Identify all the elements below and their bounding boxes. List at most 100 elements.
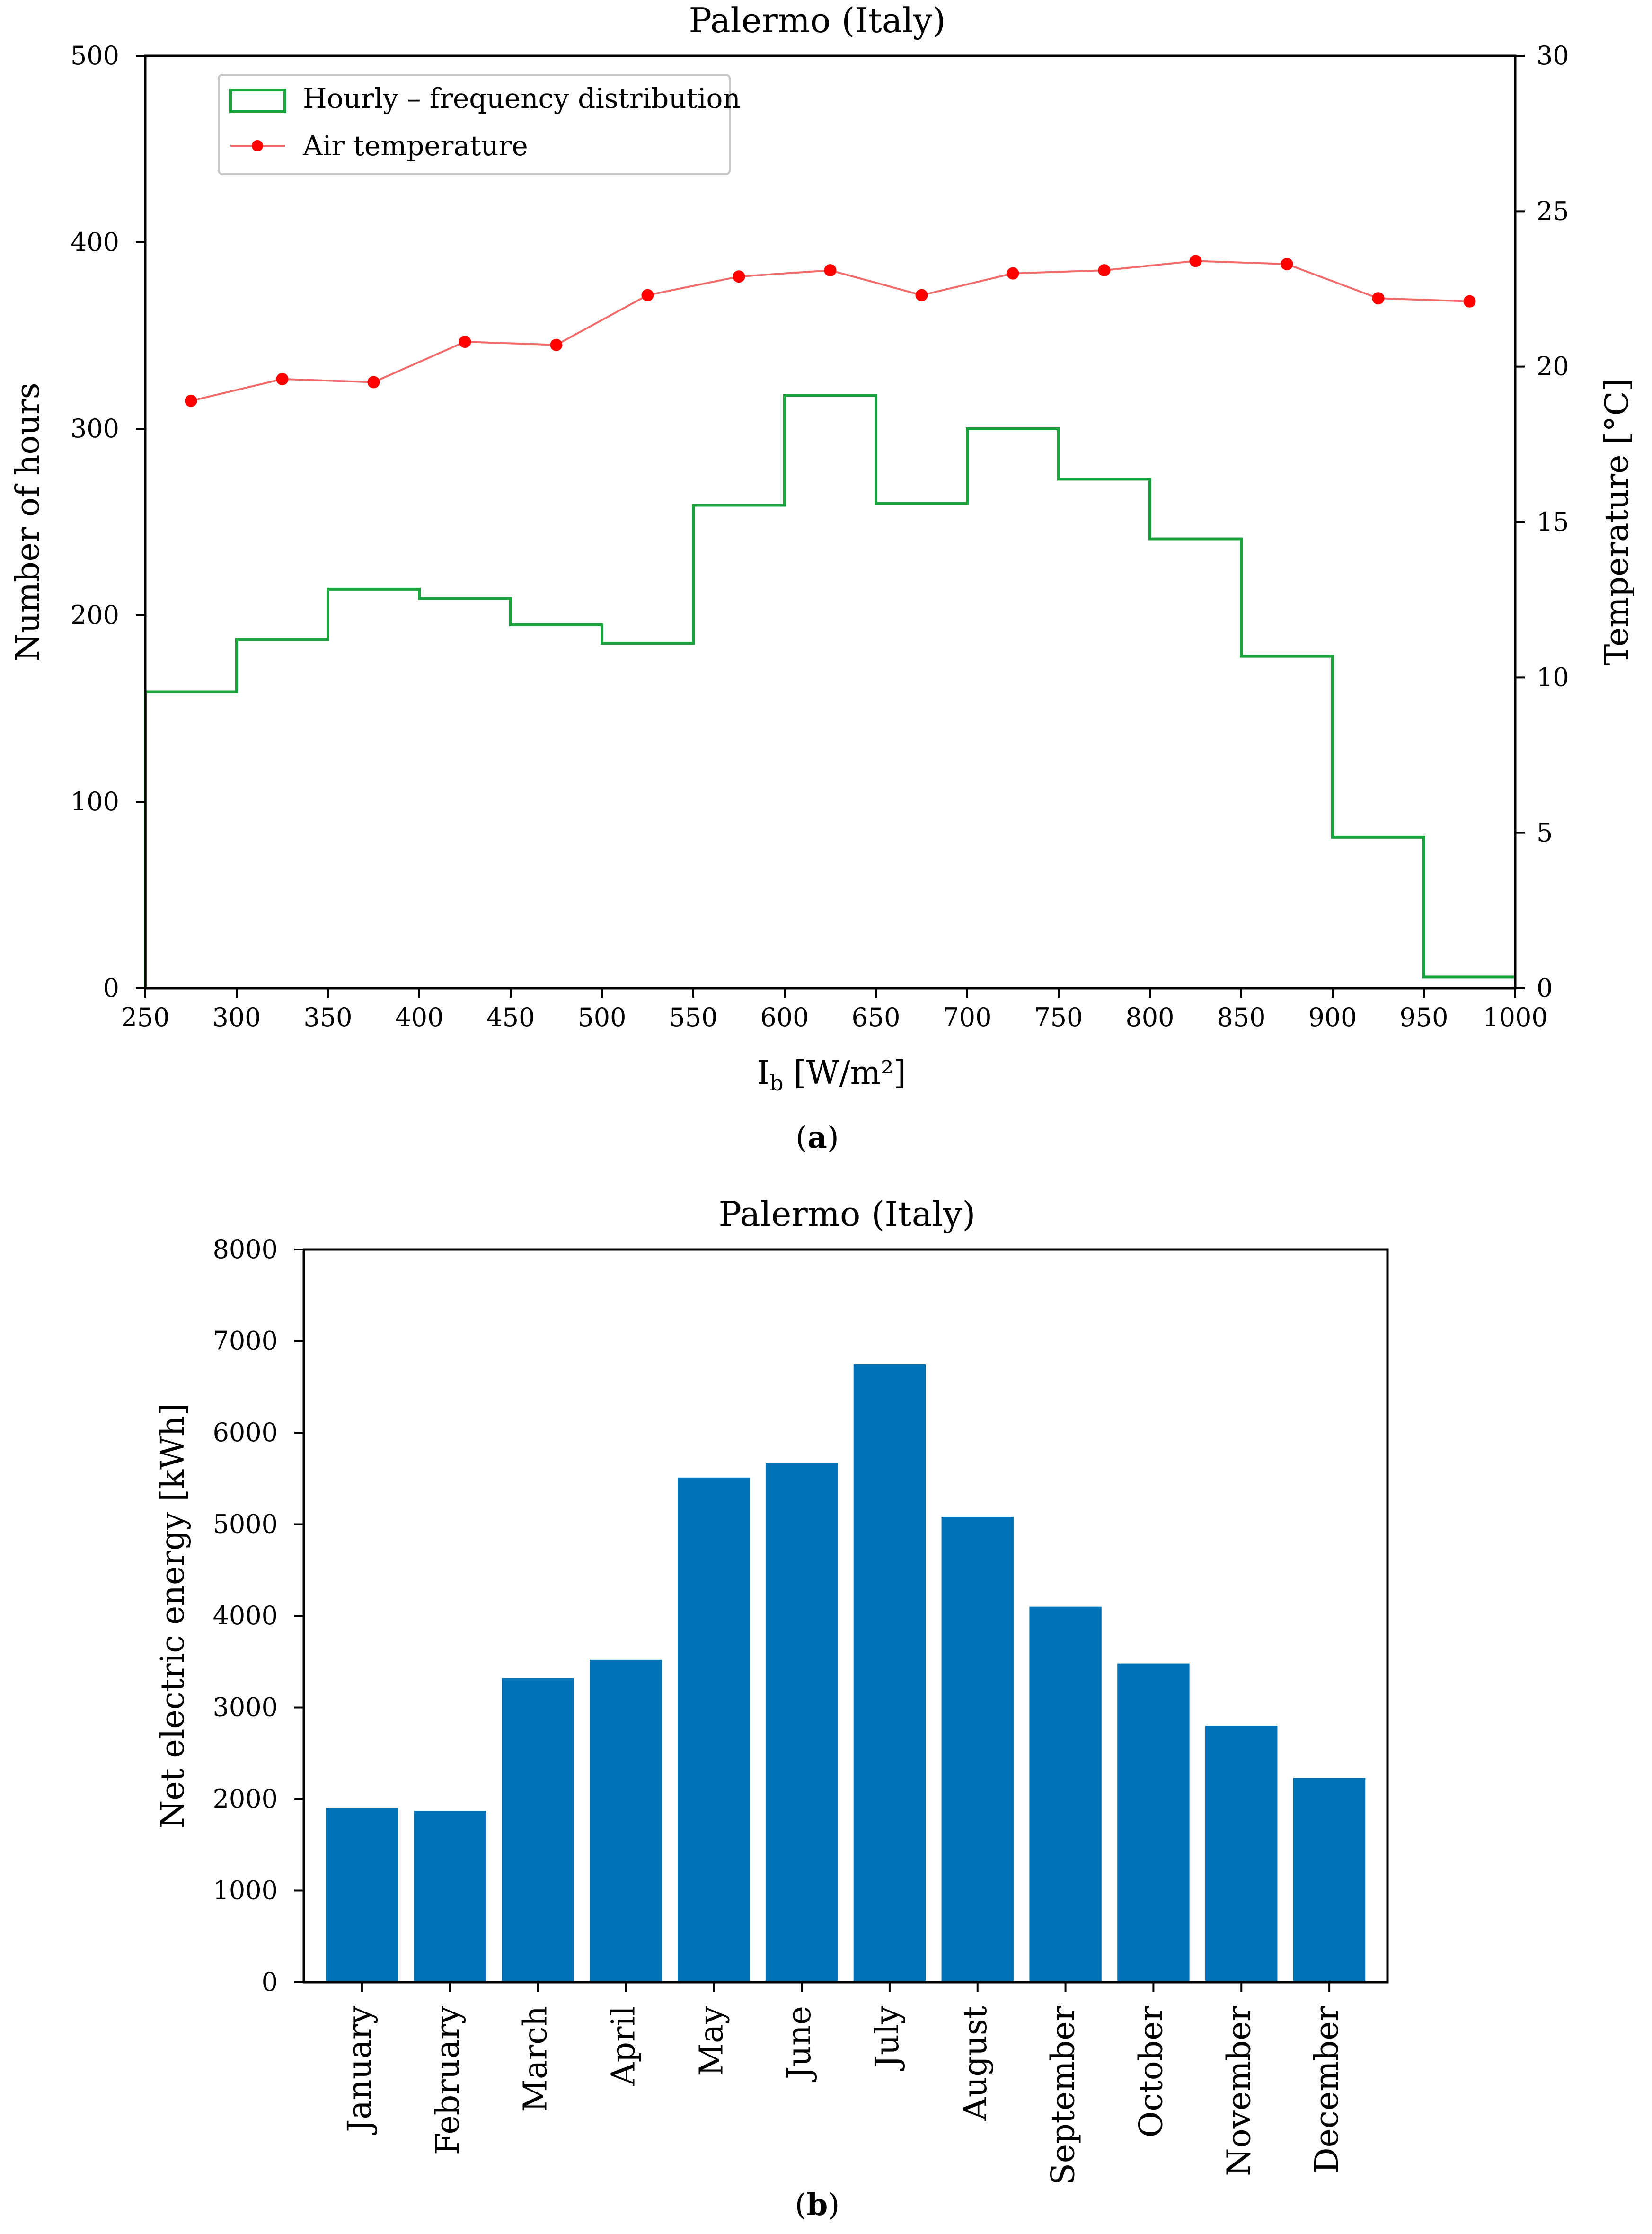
- y-tick-label: 300: [71, 414, 119, 443]
- x-tick-label: August: [957, 2006, 994, 2121]
- y-tick-label: 2000: [213, 1784, 278, 1814]
- y2-tick-label: 0: [1537, 973, 1553, 1003]
- chart-a-plot-frame: [144, 54, 1517, 990]
- temperature-point: [733, 270, 745, 283]
- y-tick-label: 7000: [213, 1326, 278, 1356]
- x-tick-label: 950: [1399, 1002, 1448, 1032]
- y2-tick-label: 10: [1537, 662, 1569, 692]
- x-tick-label: 450: [486, 1002, 535, 1032]
- x-tick-label: 400: [395, 1002, 443, 1032]
- x-tick-label: 250: [121, 1002, 169, 1032]
- histogram-bin: [1150, 539, 1241, 988]
- bar: [326, 1808, 398, 1982]
- chart-a: Palermo (Italy) 250 300 350 400 450 500 550 600…: [9, 0, 1636, 1155]
- temperature-point: [915, 289, 928, 301]
- temperature-point: [1007, 267, 1019, 280]
- y-tick-label: 8000: [213, 1234, 278, 1264]
- bar: [1205, 1726, 1278, 1982]
- y-tick-label: 0: [103, 973, 119, 1003]
- bar: [765, 1463, 838, 1982]
- x-tick-label: October: [1132, 2006, 1170, 2138]
- y-tick-label: 200: [71, 600, 119, 630]
- histogram-bin: [419, 599, 511, 988]
- bar: [853, 1364, 926, 1982]
- histogram-bin: [1424, 977, 1515, 988]
- x-tick-label: 750: [1034, 1002, 1083, 1032]
- legend-swatch-temperature-marker: [252, 140, 263, 151]
- temperature-point: [1281, 257, 1293, 270]
- x-tick-label: 650: [851, 1002, 900, 1032]
- histogram-bin: [145, 692, 237, 988]
- bar: [590, 1659, 662, 1982]
- x-tick-label: 600: [760, 1002, 809, 1032]
- bar: [1029, 1606, 1102, 1982]
- x-tick-label: November: [1220, 2006, 1258, 2176]
- x-tick-label: 1000: [1483, 1002, 1547, 1032]
- bar: [502, 1678, 574, 1982]
- temperature-point: [1372, 292, 1385, 305]
- chart-b-ylabel: Net electric energy [kWh]: [154, 1403, 192, 1829]
- y2-tick-label: 25: [1537, 196, 1569, 226]
- x-tick-label: December: [1308, 2006, 1346, 2173]
- x-tick-label: 500: [577, 1002, 626, 1032]
- y-tick-label: 4000: [213, 1601, 278, 1631]
- temperature-point: [367, 376, 380, 389]
- bar: [414, 1811, 486, 1982]
- chart-a-legend: Hourly – frequency distribution Air temp…: [218, 74, 741, 175]
- histogram-step-line: [144, 394, 1515, 988]
- histogram-bin: [602, 643, 693, 988]
- chart-a-ylabel: Number of hours: [9, 382, 47, 661]
- temperature-point: [276, 372, 289, 385]
- bar: [941, 1517, 1014, 1982]
- y-tick-label: 5000: [213, 1509, 278, 1539]
- histogram-bin: [693, 505, 785, 988]
- y2-tick-label: 30: [1537, 41, 1569, 71]
- x-tick-label: July: [869, 2005, 906, 2071]
- histogram-bin: [1333, 837, 1424, 988]
- temperature-point: [641, 289, 654, 301]
- temperature-point: [459, 336, 471, 348]
- xlabel-unit: [W/m²]: [784, 1055, 906, 1092]
- legend-label-histogram: Hourly – frequency distribution: [303, 82, 741, 115]
- chart-b: Palermo (Italy) 0 1000 2000 3000 4000 5000 600…: [154, 1194, 1389, 2223]
- chart-a-y2label: Temperature [°C]: [1599, 379, 1636, 665]
- y2-tick-label: 5: [1537, 818, 1553, 848]
- chart-a-xlabel: Ib [W/m²]: [757, 1055, 906, 1096]
- y-tick-label: 1000: [213, 1876, 278, 1906]
- caption-letter-a: a: [807, 1120, 827, 1155]
- histogram-bin: [785, 395, 876, 988]
- y2-tick-label: 20: [1537, 352, 1569, 381]
- y-tick-label: 500: [71, 41, 119, 71]
- y2-tick-label: 15: [1537, 507, 1569, 537]
- x-tick-label: March: [517, 2006, 555, 2112]
- x-tick-label: 300: [212, 1002, 261, 1032]
- y-tick-label: 3000: [213, 1693, 278, 1722]
- x-tick-label: 700: [943, 1002, 991, 1032]
- temperature-point: [1098, 264, 1111, 277]
- xlabel-main: I: [757, 1055, 769, 1092]
- x-tick-label: 900: [1308, 1002, 1357, 1032]
- x-tick-label: 850: [1217, 1002, 1265, 1032]
- histogram-bin: [1059, 479, 1150, 988]
- chart-b-title: Palermo (Italy): [719, 1194, 976, 1234]
- temperature-point: [185, 394, 197, 407]
- chart-b-caption: (b): [795, 2187, 840, 2223]
- x-tick-label: 550: [669, 1002, 717, 1032]
- legend-frame: [218, 74, 731, 175]
- temperature-point: [1463, 295, 1476, 308]
- temperature-point: [550, 338, 563, 351]
- bar: [1117, 1663, 1190, 1982]
- temperature-line: [191, 260, 1470, 402]
- y-tick-label: 6000: [213, 1418, 278, 1447]
- x-tick-label: May: [693, 2005, 730, 2076]
- bar: [1293, 1778, 1366, 1982]
- y-tick-label: 0: [262, 1967, 278, 1997]
- histogram-bin: [967, 429, 1059, 988]
- x-tick-label: April: [605, 2006, 642, 2086]
- x-tick-label: September: [1045, 2006, 1082, 2185]
- temperature-point: [1189, 255, 1202, 267]
- caption-letter-b: b: [807, 2187, 828, 2223]
- y-tick-label: 400: [71, 227, 119, 257]
- histogram-bin: [1241, 656, 1333, 988]
